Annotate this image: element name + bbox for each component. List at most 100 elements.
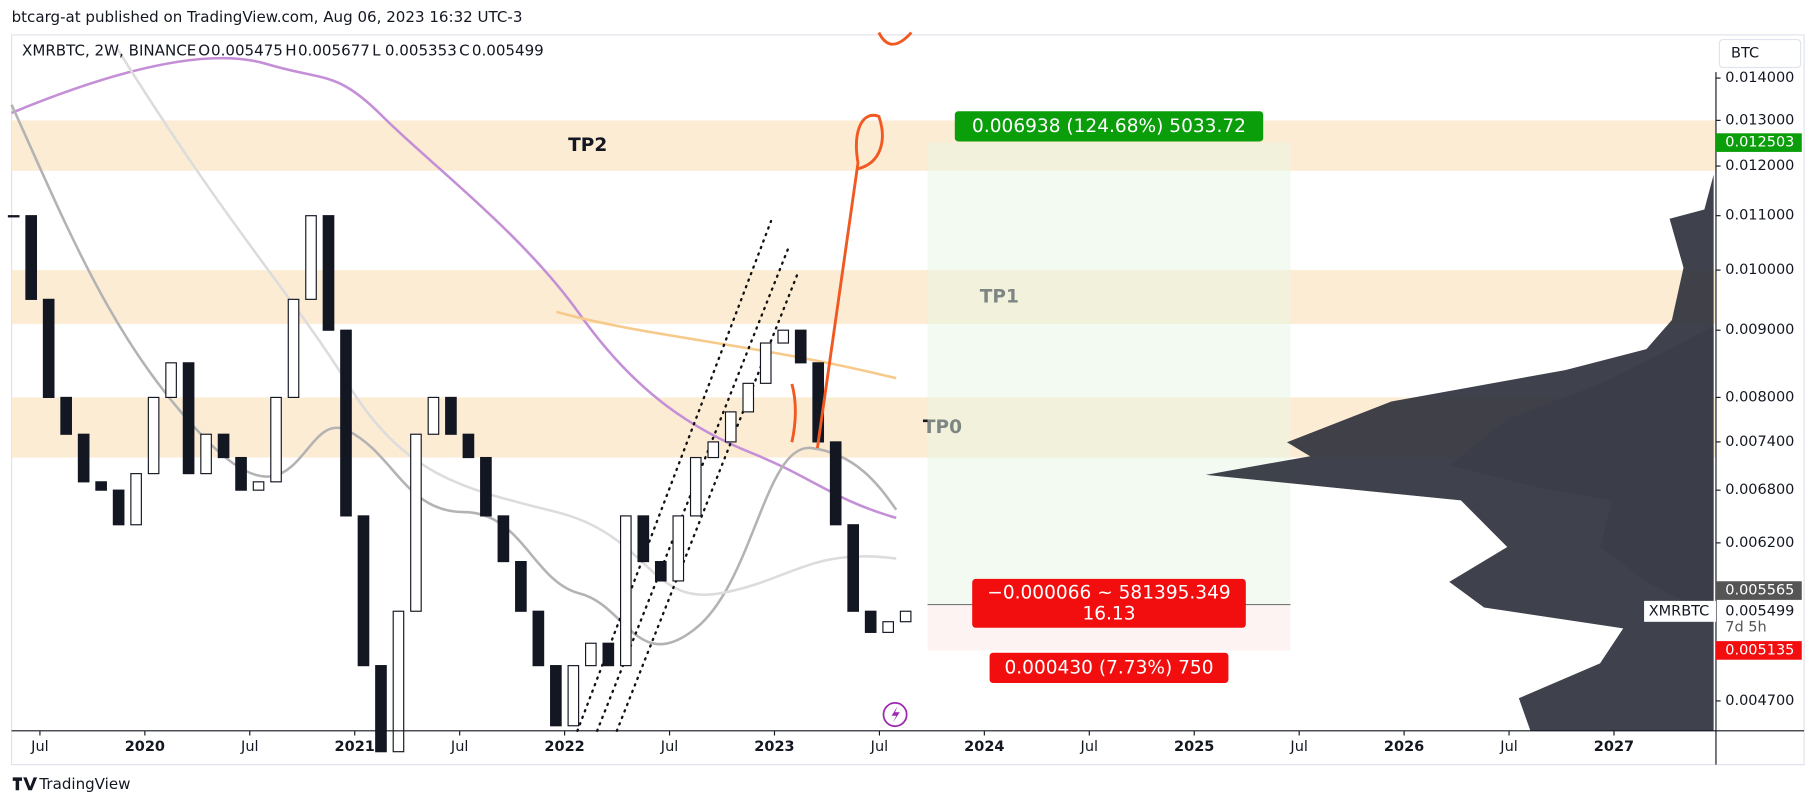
candle-up bbox=[305, 215, 317, 300]
candle-down bbox=[812, 362, 825, 443]
x-tick-label: 2025 bbox=[1174, 739, 1214, 755]
target-zone bbox=[11, 120, 1716, 171]
ma-beige bbox=[556, 310, 897, 380]
candle-down bbox=[375, 665, 387, 753]
candle-down bbox=[42, 298, 55, 399]
candle-down bbox=[602, 642, 615, 667]
ma-light-gray bbox=[114, 45, 897, 597]
candle-down bbox=[217, 433, 230, 459]
x-tick-label: Jul bbox=[1080, 739, 1098, 755]
candle-down bbox=[25, 215, 38, 300]
target-label: 0.006938 (124.68%) 5033.72 bbox=[972, 116, 1246, 137]
candle-down bbox=[95, 481, 107, 491]
candle-down bbox=[532, 610, 545, 667]
candle-down bbox=[462, 433, 475, 459]
candle-down bbox=[515, 561, 527, 612]
currency: BTC bbox=[1731, 46, 1759, 62]
y-tick-label: 0.006800 bbox=[1725, 482, 1794, 498]
candle-up bbox=[252, 481, 265, 491]
candle-up bbox=[689, 456, 702, 517]
candle-up bbox=[724, 411, 737, 443]
y-tick-label: 0.006200 bbox=[1725, 535, 1794, 551]
ohlc-key: H bbox=[285, 42, 296, 60]
drawn-mark bbox=[790, 383, 797, 443]
candle-up bbox=[147, 396, 160, 475]
candle-down bbox=[182, 362, 195, 475]
x-tick-label: Jul bbox=[1499, 739, 1517, 755]
candle-up bbox=[707, 441, 720, 459]
x-tick-label: Jul bbox=[1289, 739, 1307, 755]
candle-down bbox=[357, 515, 370, 667]
x-tick-label: 2022 bbox=[544, 739, 584, 755]
candle-up bbox=[742, 382, 755, 413]
candle-down bbox=[77, 433, 90, 483]
symbol: XMRBTC, 2W, BINANCE bbox=[22, 42, 196, 60]
candle-down bbox=[654, 561, 667, 582]
y-tick-label: 0.011000 bbox=[1725, 208, 1794, 224]
candle-up bbox=[777, 329, 790, 344]
y-tick-label: 0.007400 bbox=[1725, 434, 1794, 450]
x-tick-label: Jul bbox=[870, 739, 888, 755]
candle-up bbox=[899, 610, 912, 623]
candle-up bbox=[410, 433, 422, 612]
stop-label-box bbox=[989, 652, 1229, 684]
candle-down bbox=[60, 396, 72, 435]
price-badge-label: 0.012503 bbox=[1725, 135, 1794, 151]
candle-up bbox=[270, 396, 282, 483]
x-tick-label: Jul bbox=[30, 739, 48, 755]
candle-up bbox=[165, 362, 177, 399]
stats-box bbox=[972, 578, 1246, 628]
y-tick-label: 0.012000 bbox=[1725, 158, 1794, 174]
target-zone bbox=[11, 270, 1716, 324]
candle-up bbox=[7, 215, 20, 218]
candle-down bbox=[794, 329, 807, 364]
candle-up bbox=[567, 665, 580, 727]
y-tick-label: 0.014000 bbox=[1725, 70, 1794, 86]
ohlc-value: 0.005677 bbox=[298, 42, 370, 60]
profit-area bbox=[927, 142, 1291, 605]
x-tick-label: 2021 bbox=[335, 739, 375, 755]
last-symbol: XMRBTC bbox=[1649, 603, 1710, 619]
price-badge-label: 0.005135 bbox=[1725, 642, 1794, 658]
candle-up bbox=[427, 396, 440, 435]
candle-down bbox=[847, 524, 860, 612]
ohlc-key: O bbox=[198, 42, 210, 60]
drawn-mark bbox=[877, 31, 913, 46]
candle-down bbox=[112, 489, 125, 526]
ohlc-value: 0.005353 bbox=[385, 42, 457, 60]
brand: TradingView bbox=[38, 775, 130, 793]
stats-label: 16.13 bbox=[1082, 603, 1135, 624]
zone-label: TP2 bbox=[568, 135, 607, 156]
y-tick-label: 0.013000 bbox=[1725, 112, 1794, 128]
candle-up bbox=[287, 298, 300, 399]
candle-down bbox=[550, 665, 562, 727]
x-tick-label: 2027 bbox=[1594, 739, 1634, 755]
candle-up bbox=[759, 342, 772, 384]
y-tick-label: 0.010000 bbox=[1725, 262, 1794, 278]
ohlc: O 0.005475 H 0.005677 L 0.005353 C 0.005499 bbox=[198, 42, 544, 60]
hand-drawing bbox=[790, 31, 913, 449]
candle-down bbox=[829, 441, 842, 526]
candle-down bbox=[322, 215, 335, 331]
candle-up bbox=[585, 642, 597, 667]
candle-down bbox=[497, 515, 510, 563]
stats-label: −0.000066 ~ 581395.349 bbox=[987, 582, 1230, 603]
ohlc-key: L bbox=[372, 42, 381, 60]
channel-line bbox=[615, 272, 799, 733]
position-tool: 0.006938 (124.68%) 5033.72 −0.000066 ~ 58… bbox=[927, 111, 1291, 684]
ohlc-value: 0.005475 bbox=[211, 42, 283, 60]
ohlc-value: 0.005499 bbox=[472, 42, 544, 60]
candle-up bbox=[619, 515, 632, 667]
x-tick-label: 2026 bbox=[1384, 739, 1424, 755]
x-tick-label: 2023 bbox=[754, 739, 794, 755]
ohlc-key: C bbox=[459, 42, 470, 60]
y-tick-label: 0.008000 bbox=[1725, 389, 1794, 405]
candle-down bbox=[864, 610, 877, 633]
volume-profile-dark bbox=[1205, 174, 1714, 731]
currency-button[interactable] bbox=[1718, 38, 1802, 69]
y-tick-label: 0.004700 bbox=[1725, 693, 1794, 709]
target-label-box bbox=[954, 111, 1264, 142]
price-badge bbox=[1715, 641, 1802, 660]
price-badge bbox=[1715, 581, 1802, 600]
logo bbox=[12, 777, 38, 791]
